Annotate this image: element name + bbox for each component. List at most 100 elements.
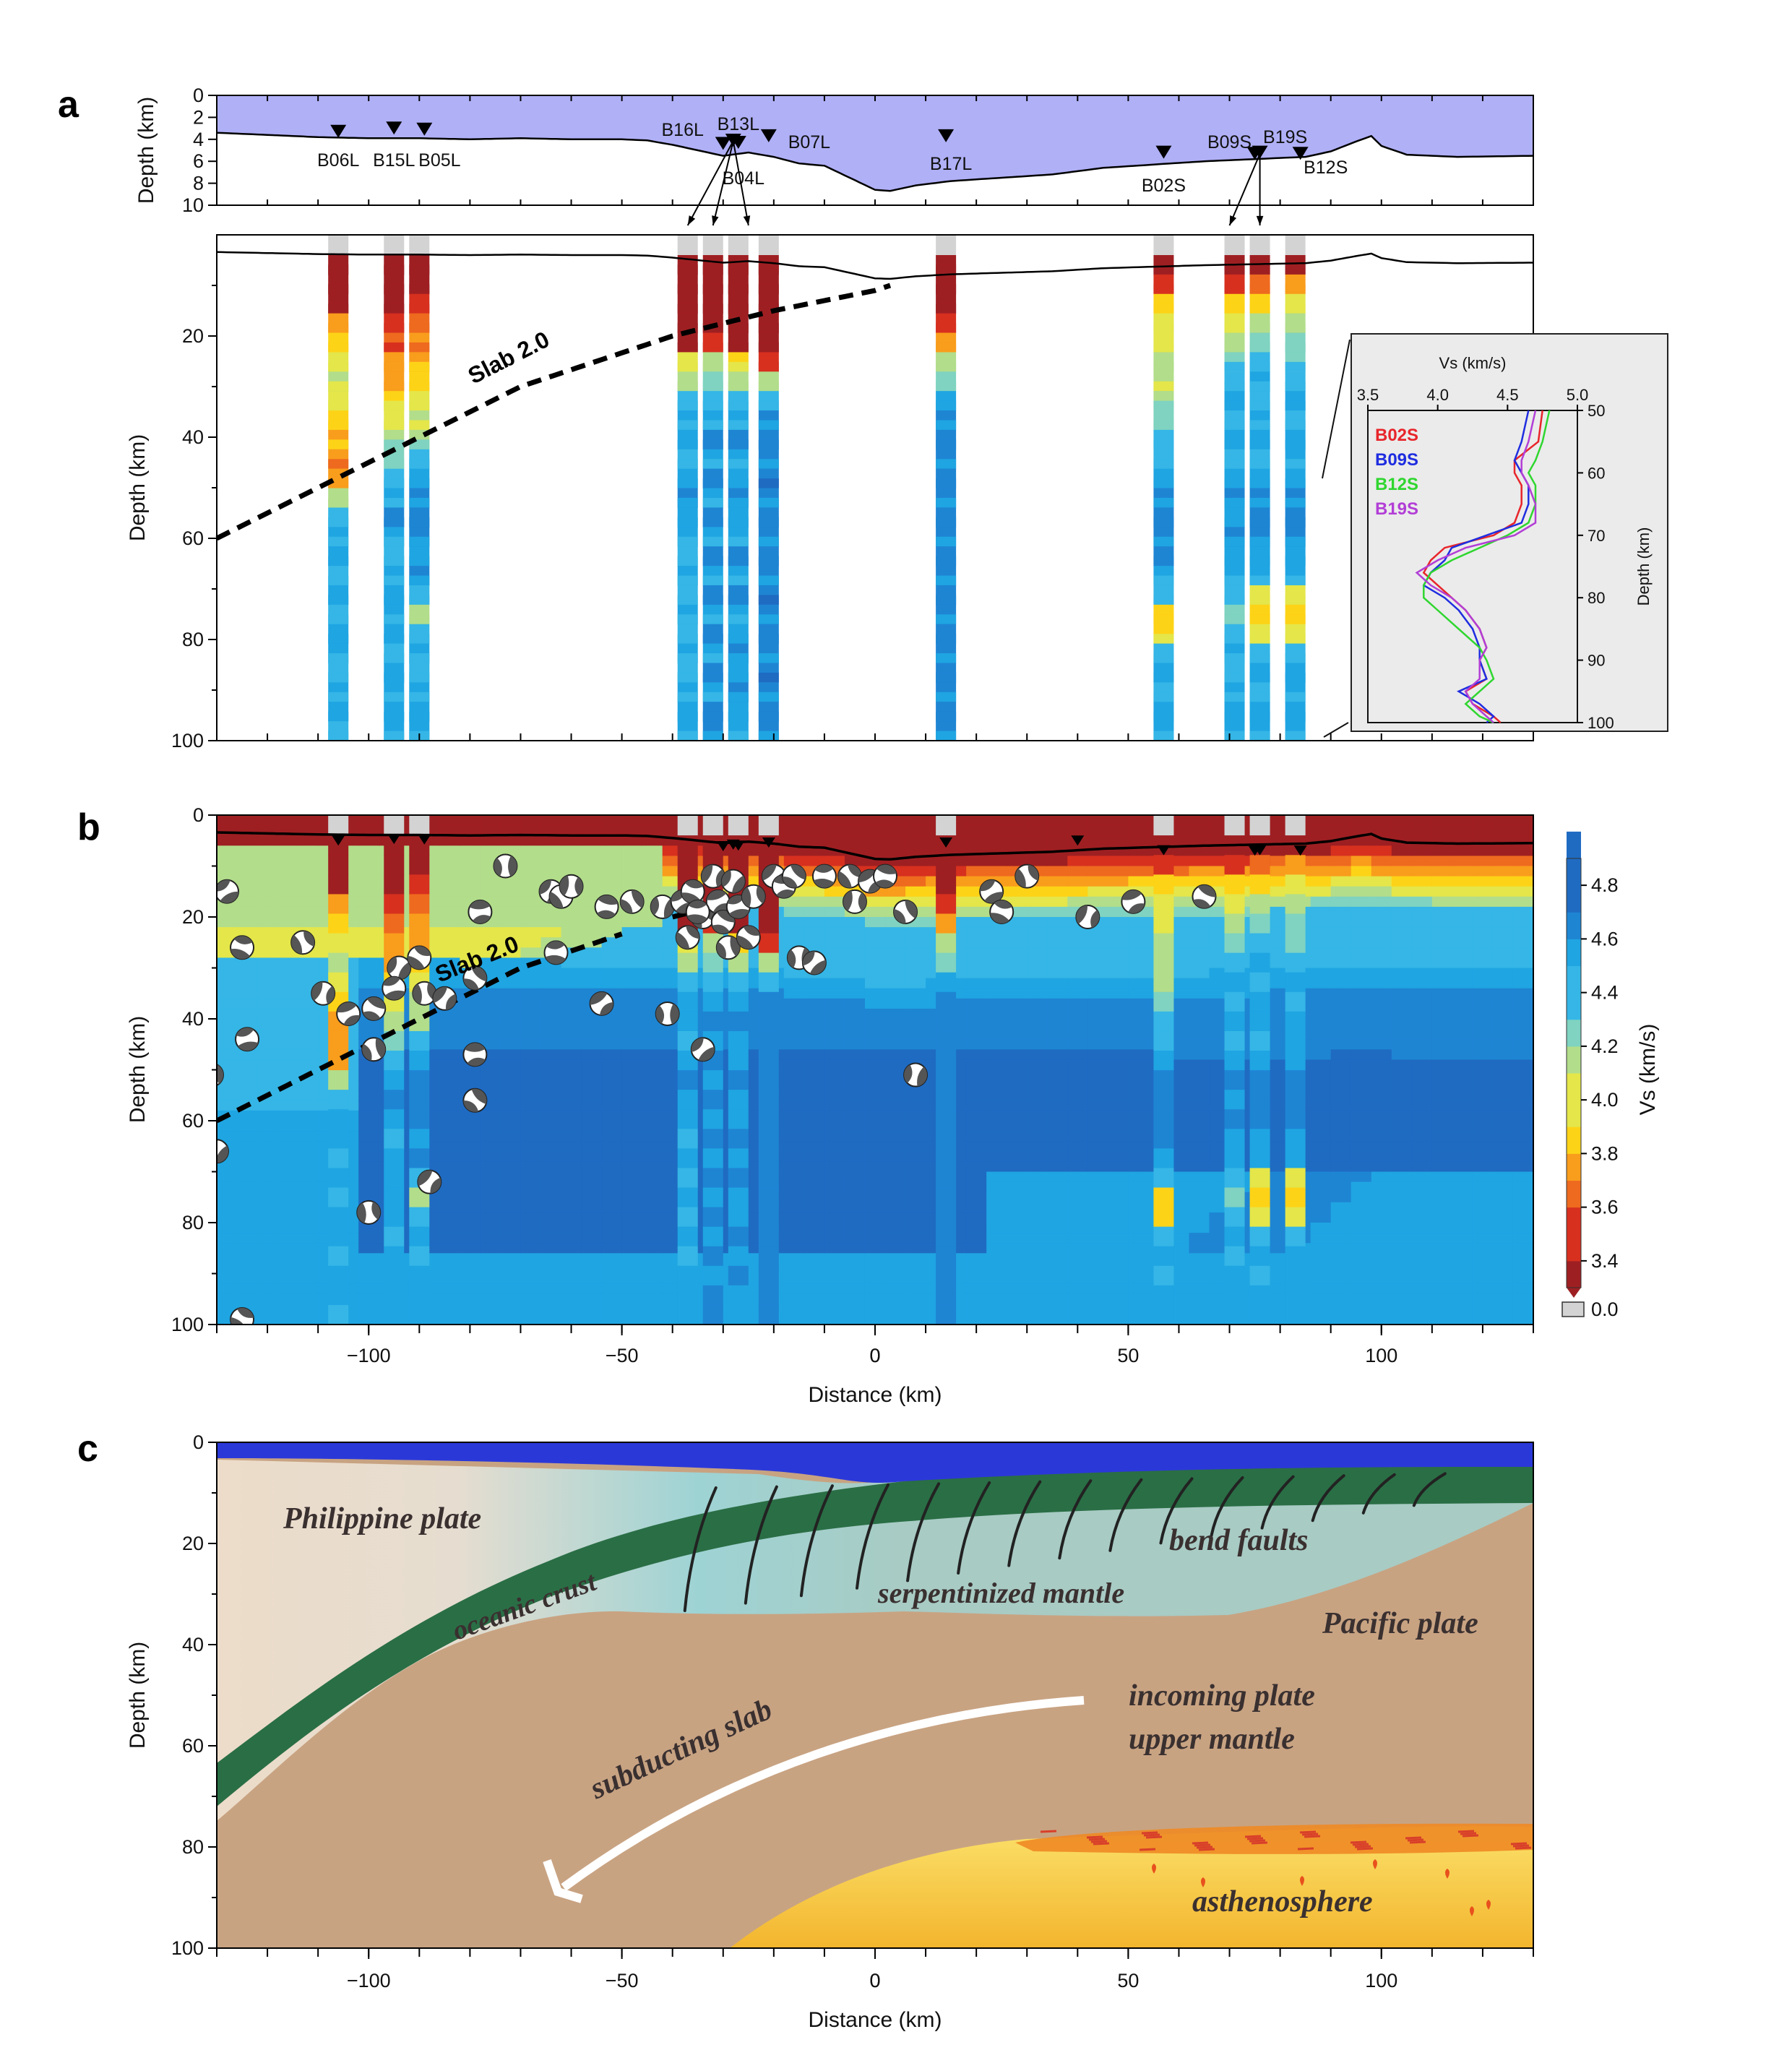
column-cell [1224, 556, 1245, 567]
field-cell [581, 1019, 603, 1030]
bathymetry-tick-label: 2 [193, 106, 204, 128]
field-cell [520, 896, 542, 908]
b-column-cell [702, 1129, 723, 1149]
b-column-cell [1224, 1050, 1245, 1071]
field-cell [358, 825, 380, 836]
column-cell [758, 575, 779, 585]
field-cell [885, 1029, 906, 1040]
field-cell [298, 1080, 319, 1091]
field-cell [257, 1293, 278, 1305]
panel-b-columns [328, 815, 1306, 1325]
b-station-marker [1157, 845, 1171, 856]
field-cell [642, 1273, 663, 1285]
field-cell [601, 1080, 623, 1091]
field-cell [439, 835, 461, 847]
field-cell [1472, 1243, 1494, 1254]
field-cell [1391, 1181, 1413, 1193]
column-cell [758, 653, 779, 663]
beachball [462, 1042, 488, 1067]
field-cell [1087, 1314, 1109, 1325]
field-cell [601, 1039, 623, 1051]
field-cell [824, 825, 845, 836]
field-cell [1330, 1243, 1352, 1254]
field-cell [844, 1263, 866, 1275]
b-column-cell [728, 1207, 749, 1228]
column-cell [328, 595, 349, 605]
field-cell [460, 1151, 481, 1163]
b-column-cell [758, 1109, 779, 1129]
b-column-cell [677, 1226, 698, 1247]
field-cell [581, 1151, 603, 1163]
field-cell [1472, 1019, 1494, 1030]
field-cell [1108, 1151, 1129, 1163]
field-cell [864, 1161, 886, 1173]
field-cell [885, 1253, 906, 1265]
field-cell [642, 1090, 663, 1101]
field-cell [1371, 998, 1392, 1009]
field-cell [1452, 1008, 1473, 1020]
column-cell [1285, 672, 1306, 683]
field-cell [885, 1314, 906, 1325]
field-cell [298, 957, 319, 969]
field-cell [500, 937, 522, 949]
field-cell [358, 876, 380, 887]
b-column-cell [1224, 1148, 1245, 1169]
field-cell [500, 1283, 522, 1295]
field-cell [1310, 845, 1332, 857]
field-cell [298, 998, 319, 1009]
field-cell [439, 906, 461, 918]
field-cell [966, 937, 987, 949]
b-column-cell [328, 1109, 349, 1129]
b-column-cell [1249, 933, 1270, 954]
field-cell [1047, 1202, 1069, 1213]
field-cell [1067, 1121, 1089, 1132]
b-column-cell [1224, 855, 1245, 875]
field-cell [1310, 917, 1332, 928]
field-cell [905, 947, 926, 959]
b-column-cell [384, 1090, 405, 1110]
field-cell [1310, 1243, 1332, 1254]
field-cell [1087, 1131, 1109, 1142]
field-cell [642, 886, 663, 897]
field-cell [864, 1069, 886, 1081]
field-cell [824, 1273, 845, 1285]
inset-y-tick-label: 80 [1588, 589, 1605, 607]
field-cell [1007, 968, 1028, 979]
field-cell [1007, 1192, 1028, 1203]
column-cell [677, 595, 698, 605]
column-nodata-cap [328, 235, 349, 255]
bathymetry-tick-label: 10 [182, 194, 204, 216]
field-cell [500, 988, 522, 999]
field-cell [1067, 1253, 1089, 1265]
field-cell [1391, 988, 1413, 999]
field-cell [1351, 825, 1372, 836]
column-cell [1285, 595, 1306, 605]
field-cell [500, 845, 522, 857]
field-cell [1431, 1080, 1453, 1091]
field-cell [905, 1141, 926, 1153]
field-cell [1492, 1171, 1514, 1183]
b-column-cell [328, 894, 349, 915]
field-cell [804, 1181, 825, 1193]
b-column-cell [1224, 1304, 1245, 1325]
field-cell [986, 1263, 1007, 1275]
panel-c-x-tick-label: 0 [869, 1970, 880, 1991]
field-cell [277, 835, 298, 847]
field-cell [1512, 1151, 1533, 1163]
field-cell [1168, 1223, 1190, 1233]
field-cell [480, 1019, 501, 1030]
field-cell [1512, 1131, 1533, 1142]
column-nodata-cap [384, 235, 405, 255]
field-cell [1371, 1141, 1392, 1153]
field-cell [520, 1049, 542, 1061]
field-cell [844, 1202, 866, 1213]
field-cell [500, 1314, 522, 1325]
field-cell [1351, 1141, 1372, 1153]
column-cell [384, 284, 405, 294]
colorbar-frame [1566, 858, 1582, 1288]
b-column-cell [1249, 894, 1270, 915]
field-cell [986, 1202, 1007, 1213]
field-cell [358, 1243, 380, 1254]
panel-a-slab2-line [215, 283, 892, 541]
field-cell [1391, 1151, 1413, 1163]
